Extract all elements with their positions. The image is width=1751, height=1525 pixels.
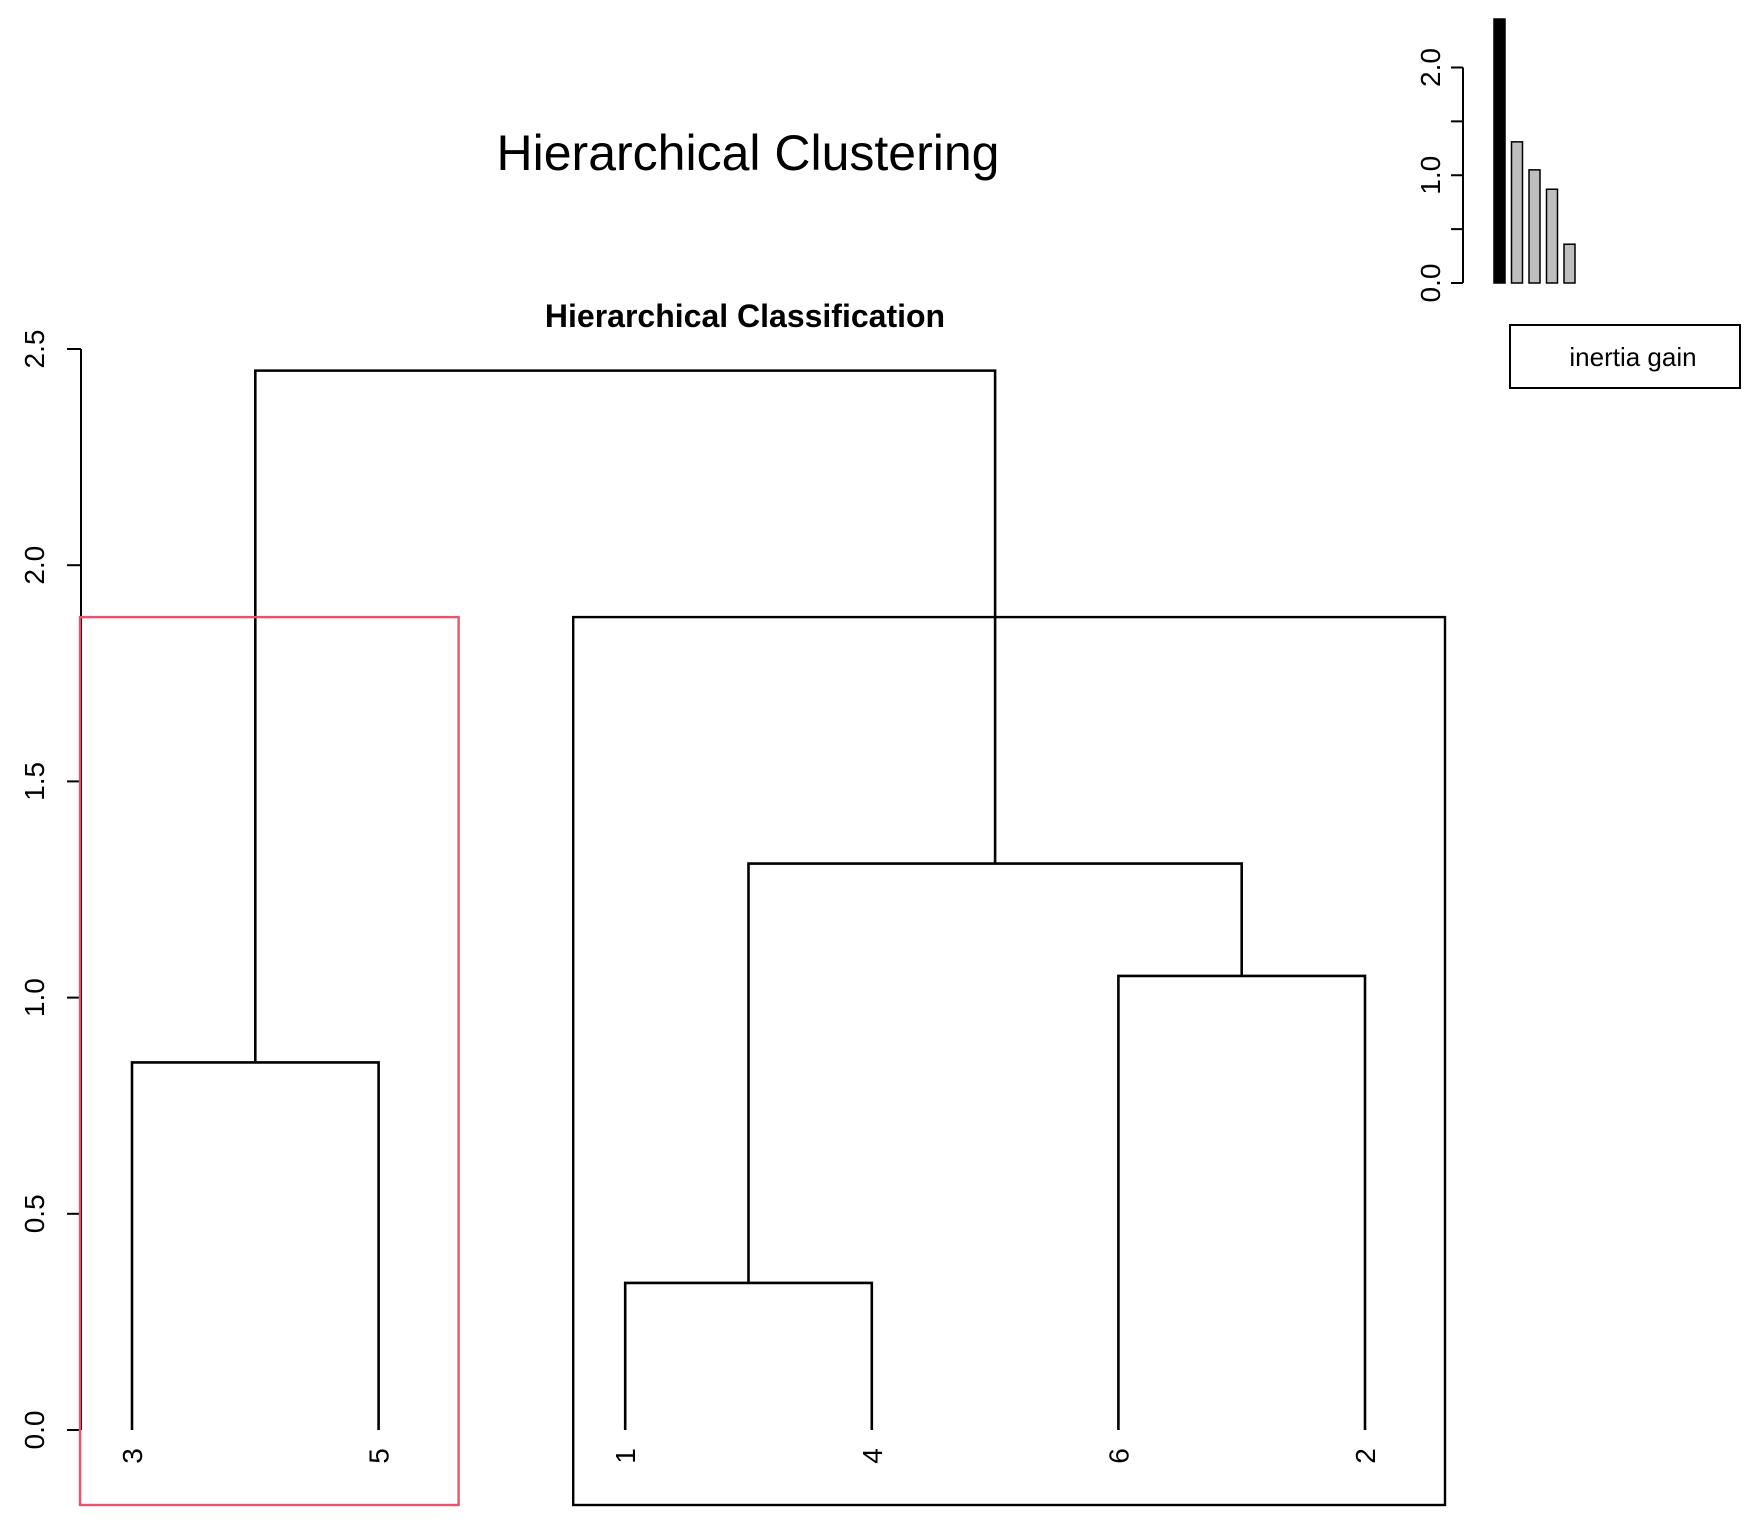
inset-bar (1493, 18, 1506, 284)
dendrogram-branches (130, 369, 1367, 1430)
dendrogram-branch (623, 1281, 874, 1430)
inset-y-axis: 0.0 1.0 2.0 (1415, 48, 1464, 303)
leaf-label: 5 (364, 1448, 395, 1464)
dendrogram-branch (254, 369, 997, 1063)
cluster-boxes (78, 615, 1447, 1507)
dendrogram-leaf-labels: 3 5 1 4 6 2 (117, 1448, 1381, 1464)
inset-bar (1510, 141, 1524, 284)
inset-bars (1493, 18, 1576, 284)
y-tick-label: 1.5 (19, 762, 50, 801)
y-tick-label: 1.0 (19, 978, 50, 1017)
legend-box (1509, 324, 1741, 389)
legend-label: inertia gain (1569, 342, 1696, 372)
leaf-label: 6 (1103, 1448, 1134, 1464)
cluster-box (78, 615, 460, 1507)
plot-subtitle: Hierarchical Classification (545, 298, 945, 334)
main-title: Hierarchical Clustering (497, 125, 1000, 181)
leaf-label: 2 (1350, 1448, 1381, 1464)
y-tick-label: 2.5 (19, 330, 50, 369)
y-tick-label: 0.5 (19, 1194, 50, 1233)
inertia-gain-inset: 0.0 1.0 2.0 inertia gain (1415, 18, 1741, 389)
inset-bar (1563, 243, 1576, 284)
leaf-label: 1 (610, 1448, 641, 1464)
leaf-label: 3 (117, 1448, 148, 1464)
inset-bar (1528, 169, 1541, 284)
y-tick-label: 2.0 (19, 546, 50, 585)
inset-y-tick-label: 1.0 (1415, 156, 1446, 195)
dendrogram-branch (130, 1061, 380, 1430)
inset-y-tick-label: 0.0 (1415, 264, 1446, 303)
leaf-label: 4 (857, 1448, 888, 1464)
cluster-box (572, 615, 1447, 1507)
inset-bar (1545, 188, 1559, 284)
inset-y-tick-label: 2.0 (1415, 48, 1446, 87)
dendrogram-y-axis: 0.0 0.5 1.0 1.5 2.0 2.5 (19, 330, 82, 1450)
y-tick-label: 0.0 (19, 1411, 50, 1450)
dendrogram-branch (1117, 974, 1367, 1430)
dendrogram-branch (747, 862, 1243, 1283)
